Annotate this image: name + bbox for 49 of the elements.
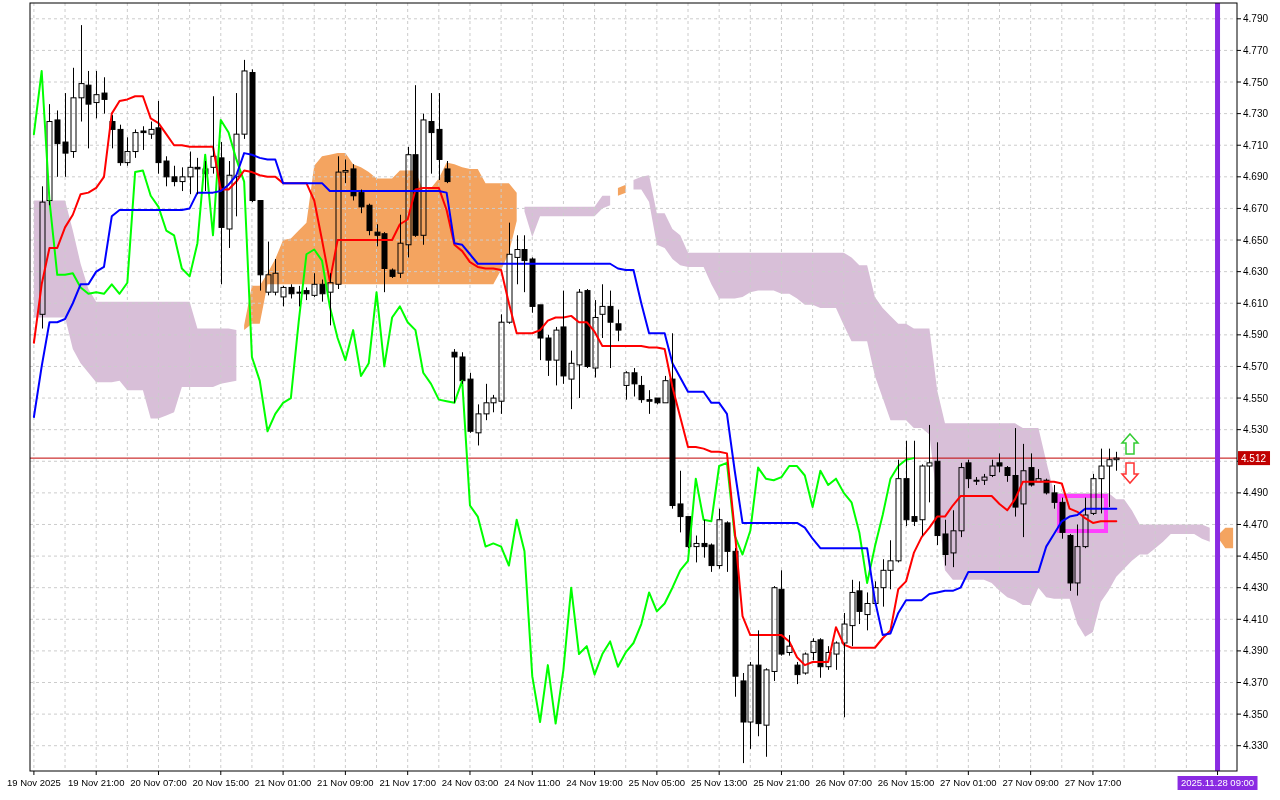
candlestick xyxy=(444,160,451,184)
y-tick-label: 4.410 xyxy=(1243,613,1269,625)
x-tick-label: 19 Nov 2025 xyxy=(6,777,61,789)
y-tick-label: 4.430 xyxy=(1243,582,1269,594)
x-tick-label: 20 Nov 07:00 xyxy=(130,777,187,789)
y-tick-label: 4.330 xyxy=(1243,740,1269,752)
y-tick-label: 4.790 xyxy=(1243,13,1269,25)
y-tick-label: 4.350 xyxy=(1243,708,1269,720)
y-tick-label: 4.530 xyxy=(1243,424,1269,436)
line-series xyxy=(32,95,1118,667)
y-tick-label: 4.550 xyxy=(1243,392,1269,404)
y-tick-label: 4.730 xyxy=(1243,108,1269,120)
y-tick-label: 4.650 xyxy=(1243,234,1269,246)
x-tick-label: 20 Nov 15:00 xyxy=(192,777,250,789)
y-tick-label: 4.670 xyxy=(1243,202,1269,214)
y-tick-label: 4.690 xyxy=(1243,171,1269,183)
y-tick-label: 4.590 xyxy=(1243,329,1269,341)
y-tick-label: 4.390 xyxy=(1243,645,1269,657)
x-tick-label: 24 Nov 03:00 xyxy=(441,777,499,789)
x-tick-label: 24 Nov 11:00 xyxy=(504,777,561,789)
x-tick-label: 27 Nov 09:00 xyxy=(1002,777,1059,789)
x-tick-label: 21 Nov 17:00 xyxy=(379,777,436,789)
y-tick-label: 4.710 xyxy=(1243,139,1269,151)
y-tick-label: 4.490 xyxy=(1243,487,1269,499)
x-tick-label: 25 Nov 13:00 xyxy=(690,777,748,789)
y-tick-label: 4.610 xyxy=(1243,297,1269,309)
x-tick-label: 27 Nov 17:00 xyxy=(1064,777,1122,789)
x-tick-label: 25 Nov 05:00 xyxy=(628,777,686,789)
candlestick xyxy=(210,95,217,175)
y-tick-label: 4.770 xyxy=(1243,44,1269,56)
x-tick-label: 26 Nov 07:00 xyxy=(815,777,873,789)
candlestick xyxy=(615,309,622,342)
y-tick-label: 4.470 xyxy=(1243,518,1269,530)
line-series xyxy=(32,69,915,725)
y-tick-label: 4.630 xyxy=(1243,266,1269,278)
x-tick-label: 21 Nov 01:00 xyxy=(254,777,312,789)
x-tick-label: 27 Nov 01:00 xyxy=(940,777,997,789)
x-tick-label: 21 Nov 09:00 xyxy=(317,777,374,789)
y-tick-label: 4.370 xyxy=(1243,677,1269,689)
x-tick-label: 2025.11.28 09:00 xyxy=(1180,777,1255,789)
y-tick-label: 4.750 xyxy=(1243,76,1269,88)
x-tick-label: 24 Nov 19:00 xyxy=(566,777,623,789)
x-tick-label: 19 Nov 21:00 xyxy=(67,777,125,789)
y-tick-label: 4.450 xyxy=(1243,550,1269,562)
x-tick-label: 26 Nov 15:00 xyxy=(877,777,935,789)
ref-line-label: 4.512 xyxy=(1241,452,1267,464)
x-tick-label: 25 Nov 21:00 xyxy=(753,777,810,789)
y-tick-label: 4.570 xyxy=(1243,360,1269,372)
candlestick xyxy=(39,185,46,330)
